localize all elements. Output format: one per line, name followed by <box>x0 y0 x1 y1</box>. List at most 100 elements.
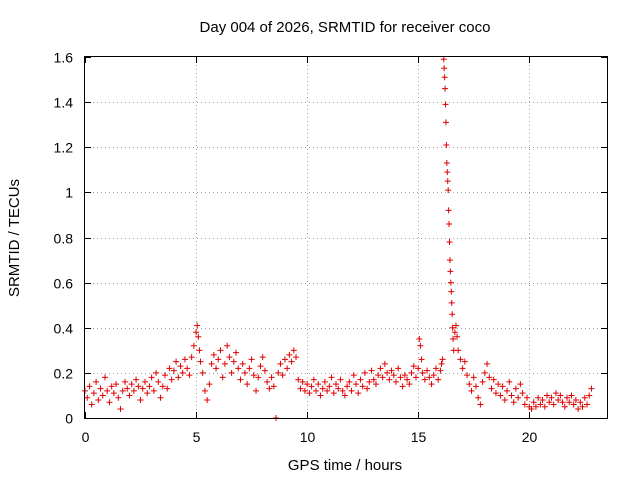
chart-title: Day 004 of 2026, SRMTID for receiver coc… <box>200 19 491 36</box>
data-point <box>144 390 151 397</box>
data-point <box>317 392 324 399</box>
data-point <box>372 381 379 388</box>
data-point <box>215 356 222 363</box>
data-point <box>337 376 344 383</box>
data-point <box>241 369 248 376</box>
data-point <box>341 392 348 399</box>
data-point <box>244 381 251 388</box>
data-point <box>445 207 452 214</box>
data-point <box>535 394 542 401</box>
data-point <box>388 367 395 374</box>
y-tick-label: 0.8 <box>54 231 74 247</box>
data-point <box>259 354 266 361</box>
data-point <box>164 385 171 392</box>
data-point <box>133 376 140 383</box>
data-point <box>275 369 282 376</box>
data-point <box>208 360 215 367</box>
data-point <box>108 383 115 390</box>
data-point <box>186 372 193 379</box>
data-point <box>415 365 422 372</box>
data-point <box>330 390 337 397</box>
data-point <box>481 369 488 376</box>
data-point <box>443 160 450 167</box>
data-point <box>233 349 240 356</box>
data-point <box>106 399 113 406</box>
data-point <box>504 387 511 394</box>
data-point <box>224 342 231 349</box>
data-point <box>461 358 468 365</box>
data-point <box>521 401 528 408</box>
data-point <box>548 394 555 401</box>
data-point <box>268 374 275 381</box>
grid-lines <box>85 57 607 418</box>
data-point <box>344 383 351 390</box>
data-point <box>446 220 453 227</box>
data-point <box>399 383 406 390</box>
data-point <box>277 360 284 367</box>
data-point <box>306 390 313 397</box>
data-point <box>293 354 300 361</box>
data-point <box>135 383 142 390</box>
data-point <box>137 396 144 403</box>
data-point <box>228 369 235 376</box>
data-point <box>450 336 457 343</box>
data-point <box>179 369 186 376</box>
data-point <box>219 374 226 381</box>
data-point <box>97 385 104 392</box>
data-point <box>150 387 157 394</box>
data-point <box>377 365 384 372</box>
data-point <box>308 383 315 390</box>
data-point <box>441 65 448 72</box>
data-point <box>248 356 255 363</box>
data-point <box>444 178 451 185</box>
data-point <box>364 385 371 392</box>
data-point <box>566 399 573 406</box>
data-point <box>355 390 362 397</box>
data-point <box>517 381 524 388</box>
data-point <box>170 367 177 374</box>
data-point <box>449 311 456 318</box>
data-point <box>435 376 442 383</box>
data-point <box>497 392 504 399</box>
data-point <box>366 378 373 385</box>
data-point <box>368 367 375 374</box>
data-point <box>446 257 453 264</box>
data-point <box>188 354 195 361</box>
data-point <box>568 392 575 399</box>
data-point <box>193 329 200 336</box>
data-point <box>397 374 404 381</box>
data-point <box>421 376 428 383</box>
data-point <box>295 376 302 383</box>
data-point <box>86 383 93 390</box>
data-point <box>552 390 559 397</box>
data-point <box>250 372 257 379</box>
data-point <box>139 385 146 392</box>
data-point <box>544 392 551 399</box>
data-point <box>319 385 326 392</box>
data-point <box>157 394 164 401</box>
data-point <box>121 378 128 385</box>
x-tick-label: 5 <box>193 429 201 445</box>
data-point <box>204 396 211 403</box>
x-tick-label: 15 <box>411 429 427 445</box>
data-point <box>457 356 464 363</box>
y-tick-label: 1.6 <box>54 50 74 66</box>
data-point <box>588 385 595 392</box>
data-point <box>99 392 106 399</box>
data-point <box>168 376 175 383</box>
data-point <box>199 369 206 376</box>
data-point <box>290 347 297 354</box>
data-point <box>104 387 111 394</box>
data-point <box>439 356 446 363</box>
data-point <box>401 372 408 379</box>
data-point <box>442 101 449 108</box>
data-point <box>395 365 402 372</box>
data-point <box>313 387 320 394</box>
data-point <box>255 374 262 381</box>
y-tick-label: 0.6 <box>54 276 74 292</box>
data-point <box>499 383 506 390</box>
data-point <box>175 374 182 381</box>
x-axis-label: GPS time / hours <box>288 457 402 474</box>
data-point <box>404 376 411 383</box>
data-point <box>441 74 448 81</box>
